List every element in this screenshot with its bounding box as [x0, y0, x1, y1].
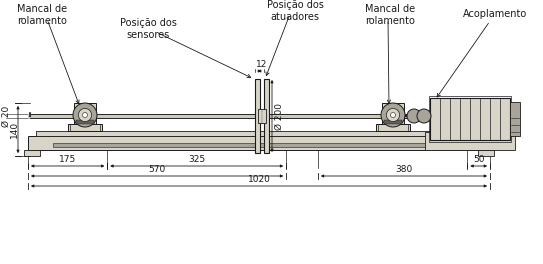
Circle shape: [390, 112, 395, 117]
Text: Mancal de
rolamento: Mancal de rolamento: [365, 4, 415, 26]
Text: 570: 570: [148, 164, 166, 173]
Circle shape: [73, 103, 97, 127]
Text: Ø 20: Ø 20: [2, 105, 10, 127]
Text: Mancal de
rolamento: Mancal de rolamento: [17, 4, 67, 26]
Bar: [425, 132, 515, 150]
Text: 50: 50: [473, 154, 484, 163]
Bar: [36, 131, 482, 136]
Bar: [264, 79, 269, 153]
Circle shape: [381, 103, 405, 127]
Bar: [382, 103, 404, 124]
Text: Ø 200: Ø 200: [275, 102, 284, 130]
Bar: [384, 120, 402, 124]
Bar: [376, 124, 410, 131]
Text: Posição dos
sensores: Posição dos sensores: [119, 18, 176, 40]
Text: 12: 12: [256, 60, 268, 69]
Text: 175: 175: [59, 154, 76, 163]
Bar: [478, 150, 494, 156]
Bar: [53, 143, 465, 147]
Bar: [24, 150, 40, 156]
Text: 1020: 1020: [248, 175, 270, 183]
Circle shape: [78, 109, 92, 122]
Bar: [258, 109, 266, 123]
Text: Posição dos
atuadores: Posição dos atuadores: [267, 0, 324, 22]
Text: 380: 380: [395, 164, 413, 173]
Circle shape: [417, 109, 431, 123]
Text: 140: 140: [9, 121, 18, 138]
Bar: [430, 98, 510, 140]
Bar: [74, 103, 96, 124]
Bar: [510, 102, 520, 136]
Bar: [414, 113, 424, 119]
Bar: [429, 96, 511, 142]
Bar: [255, 79, 260, 153]
Circle shape: [83, 112, 87, 117]
Text: 325: 325: [188, 154, 205, 163]
Circle shape: [387, 109, 400, 122]
Text: Acoplamento: Acoplamento: [463, 9, 527, 19]
Circle shape: [407, 109, 421, 123]
Bar: [68, 124, 102, 131]
Bar: [28, 136, 490, 150]
Bar: [76, 120, 94, 124]
